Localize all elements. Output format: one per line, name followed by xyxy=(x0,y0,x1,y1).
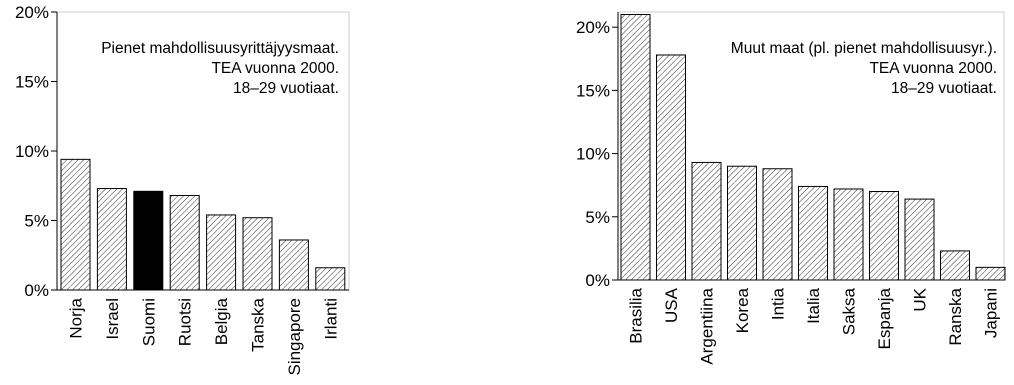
category-label: Saksa xyxy=(840,287,859,335)
chart-annotation-line: Pienet mahdollisuusyrittäjyysmaat. xyxy=(101,40,339,57)
bar-intia xyxy=(762,168,793,281)
chart-1: 0% 5% 10% 15% 20% Norja Israel Suomi Ruotsi Belgi… xyxy=(15,3,350,376)
chart-annotation-line: TEA vuonna 2000. xyxy=(211,60,339,77)
bar-italia xyxy=(798,185,828,281)
bar-belgia xyxy=(206,214,237,291)
y-tick-label: 10% xyxy=(15,142,49,161)
bar-suomi xyxy=(133,190,164,291)
category-label: Argentiina xyxy=(698,287,717,364)
y-tick-label: 0% xyxy=(24,281,49,300)
bar-saksa xyxy=(833,188,864,281)
bar-norja xyxy=(60,158,91,291)
y-tick-label: 5% xyxy=(24,212,49,231)
category-label: Norja xyxy=(67,297,86,338)
category-label: Suomi xyxy=(139,298,158,346)
bar-japani xyxy=(975,266,1006,281)
chart-annotation-line: TEA vuonna 2000. xyxy=(869,60,997,77)
category-label: Israel xyxy=(103,298,122,340)
category-label: Ruotsi xyxy=(176,298,195,346)
bar-argentiina xyxy=(691,161,722,281)
category-label: USA xyxy=(662,287,681,323)
bar-uk xyxy=(904,198,935,281)
bar-singapore xyxy=(278,239,309,291)
chart-2: 0% 5% 10% 15% 20% Brasilia USA Argentiina Korea I… xyxy=(576,11,1006,365)
category-label: Ranska xyxy=(946,287,965,345)
bar-korea xyxy=(727,165,757,281)
category-label: Belgia xyxy=(212,297,231,345)
bar-tanska xyxy=(242,217,273,291)
category-label: Japani xyxy=(982,288,1001,338)
y-tick-label: 5% xyxy=(585,208,610,227)
bar-ruotsi xyxy=(169,194,200,291)
y-tick-label: 0% xyxy=(585,271,610,290)
category-label: Brasilia xyxy=(627,287,646,343)
category-label: UK xyxy=(911,287,930,311)
bar-espanja xyxy=(869,191,899,281)
bar-usa xyxy=(656,54,686,281)
category-label: Intia xyxy=(769,287,788,320)
y-tick-label: 10% xyxy=(576,145,610,164)
category-label: Italia xyxy=(804,287,823,323)
y-tick-label: 20% xyxy=(15,3,49,22)
category-label: Irlanti xyxy=(321,298,340,340)
category-label: Singapore xyxy=(285,298,304,376)
bar-irlanti xyxy=(315,267,346,291)
category-label: Tanska xyxy=(249,297,268,351)
category-label: Espanja xyxy=(875,287,894,349)
y-tick-label: 20% xyxy=(576,18,610,37)
bar-brasilia xyxy=(620,14,651,281)
y-tick-label: 15% xyxy=(576,81,610,100)
chart-annotation-line: 18–29 vuotiaat. xyxy=(233,80,339,97)
bar-israel xyxy=(96,188,127,291)
chart-annotation-line: Muut maat (pl. pienet mahdollisuusyr.). xyxy=(731,40,997,57)
y-tick-label: 15% xyxy=(15,73,49,92)
chart-annotation-line: 18–29 vuotiaat. xyxy=(891,80,997,97)
bar-ranska xyxy=(940,250,970,281)
category-label: Korea xyxy=(733,287,752,333)
